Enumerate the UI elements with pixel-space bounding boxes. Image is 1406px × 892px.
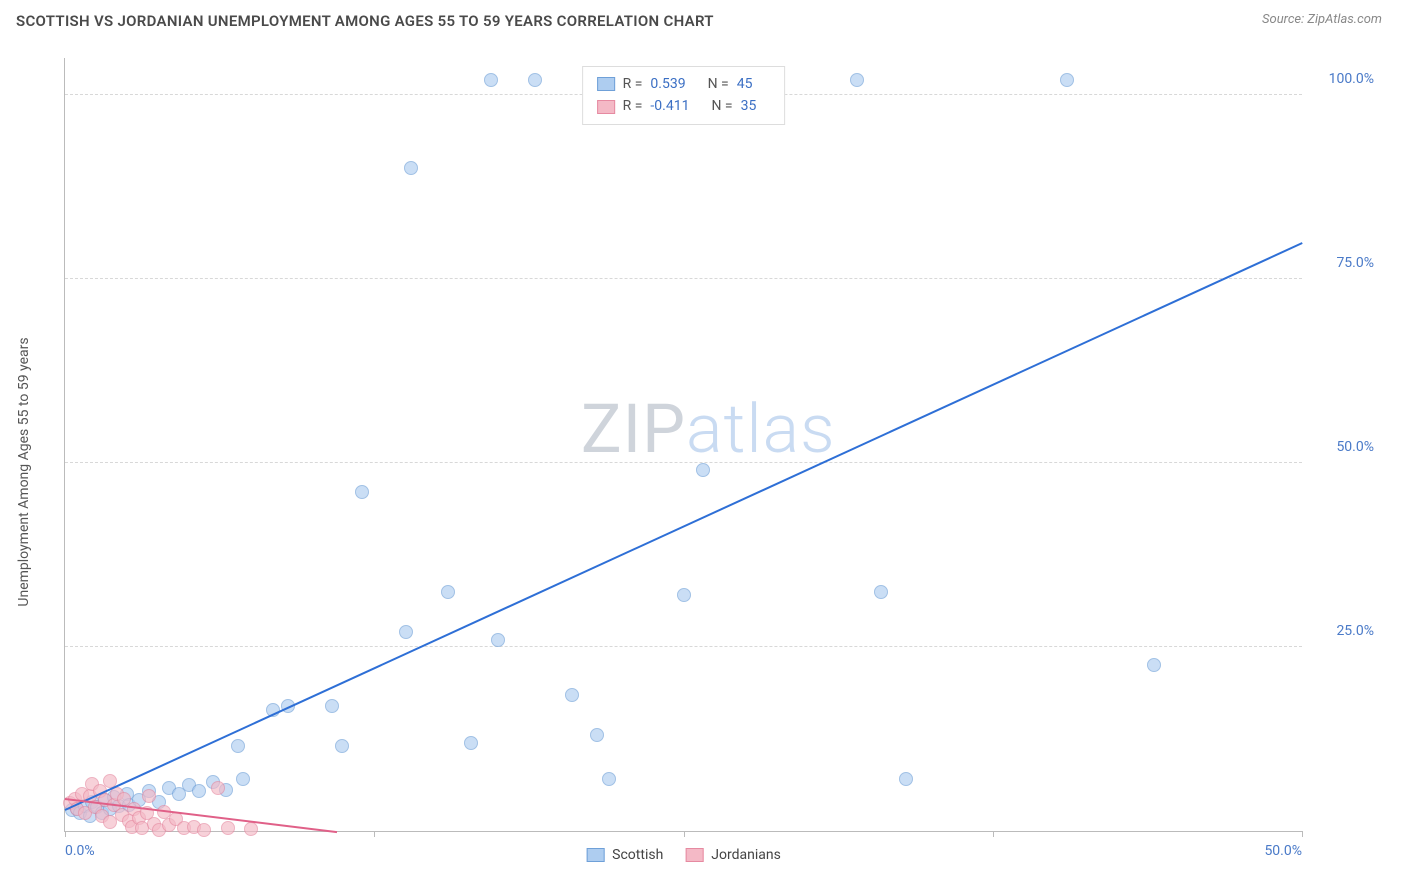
legend-swatch-scottish [597,77,615,91]
data-point [197,823,211,837]
data-point [355,485,369,499]
watermark: ZIPatlas [581,389,836,469]
watermark-zip: ZIP [581,389,686,469]
data-point [528,73,542,87]
r-label: R = [623,73,643,95]
y-tick-label: 50.0% [1336,439,1374,455]
y-tick-label: 100.0% [1329,71,1374,87]
data-point [590,728,604,742]
x-tick [684,831,685,837]
gridline [65,646,1302,647]
r-label: R = [623,95,643,117]
r-value-jordanians: -0.411 [650,95,689,117]
data-point [565,688,579,702]
data-point [1147,658,1161,672]
legend-row-scottish: R = 0.539 N = 45 [597,73,771,95]
data-point [236,772,250,786]
data-point [602,772,616,786]
series-legend: Scottish Jordanians [586,847,781,863]
data-point [399,625,413,639]
correlation-legend: R = 0.539 N = 45 R = -0.411 N = 35 [582,66,786,125]
data-point [231,739,245,753]
data-point [404,161,418,175]
legend-label: Scottish [612,847,663,863]
chart-area: Unemployment Among Ages 55 to 59 years Z… [36,48,1394,880]
n-label: N = [708,73,729,95]
data-point [899,772,913,786]
legend-swatch-jordanians [597,100,615,114]
y-tick-label: 75.0% [1336,255,1374,271]
legend-item-jordanians: Jordanians [685,847,781,863]
chart-source: Source: ZipAtlas.com [1262,12,1382,27]
n-value-scottish: 45 [737,73,753,95]
x-tick-label: 50.0% [1264,843,1302,859]
data-point [244,822,258,836]
x-tick [993,831,994,837]
plot-region: ZIPatlas R = 0.539 N = 45 R = -0.411 N =… [64,58,1302,832]
y-tick-label: 25.0% [1336,623,1374,639]
data-point [335,739,349,753]
y-axis-label: Unemployment Among Ages 55 to 59 years [16,337,32,606]
x-tick-label: 0.0% [65,843,95,859]
n-label: N = [711,95,732,117]
chart-title: SCOTTISH VS JORDANIAN UNEMPLOYMENT AMONG… [16,12,714,30]
data-point [325,699,339,713]
data-point [850,73,864,87]
watermark-atlas: atlas [686,389,836,469]
gridline [65,462,1302,463]
data-point [1060,73,1074,87]
data-point [464,736,478,750]
legend-row-jordanians: R = -0.411 N = 35 [597,95,771,117]
r-value-scottish: 0.539 [650,73,685,95]
x-tick [65,831,66,837]
data-point [677,588,691,602]
chart-header: SCOTTISH VS JORDANIAN UNEMPLOYMENT AMONG… [0,0,1406,38]
data-point [491,633,505,647]
data-point [142,789,156,803]
trend-line [65,242,1303,811]
legend-swatch-icon [586,848,604,862]
data-point [211,781,225,795]
data-point [441,585,455,599]
data-point [192,784,206,798]
n-value-jordanians: 35 [741,95,757,117]
legend-swatch-icon [685,848,703,862]
data-point [696,463,710,477]
x-tick [374,831,375,837]
gridline [65,278,1302,279]
data-point [484,73,498,87]
legend-label: Jordanians [711,847,781,863]
x-tick [1302,831,1303,837]
legend-item-scottish: Scottish [586,847,663,863]
data-point [874,585,888,599]
data-point [221,821,235,835]
